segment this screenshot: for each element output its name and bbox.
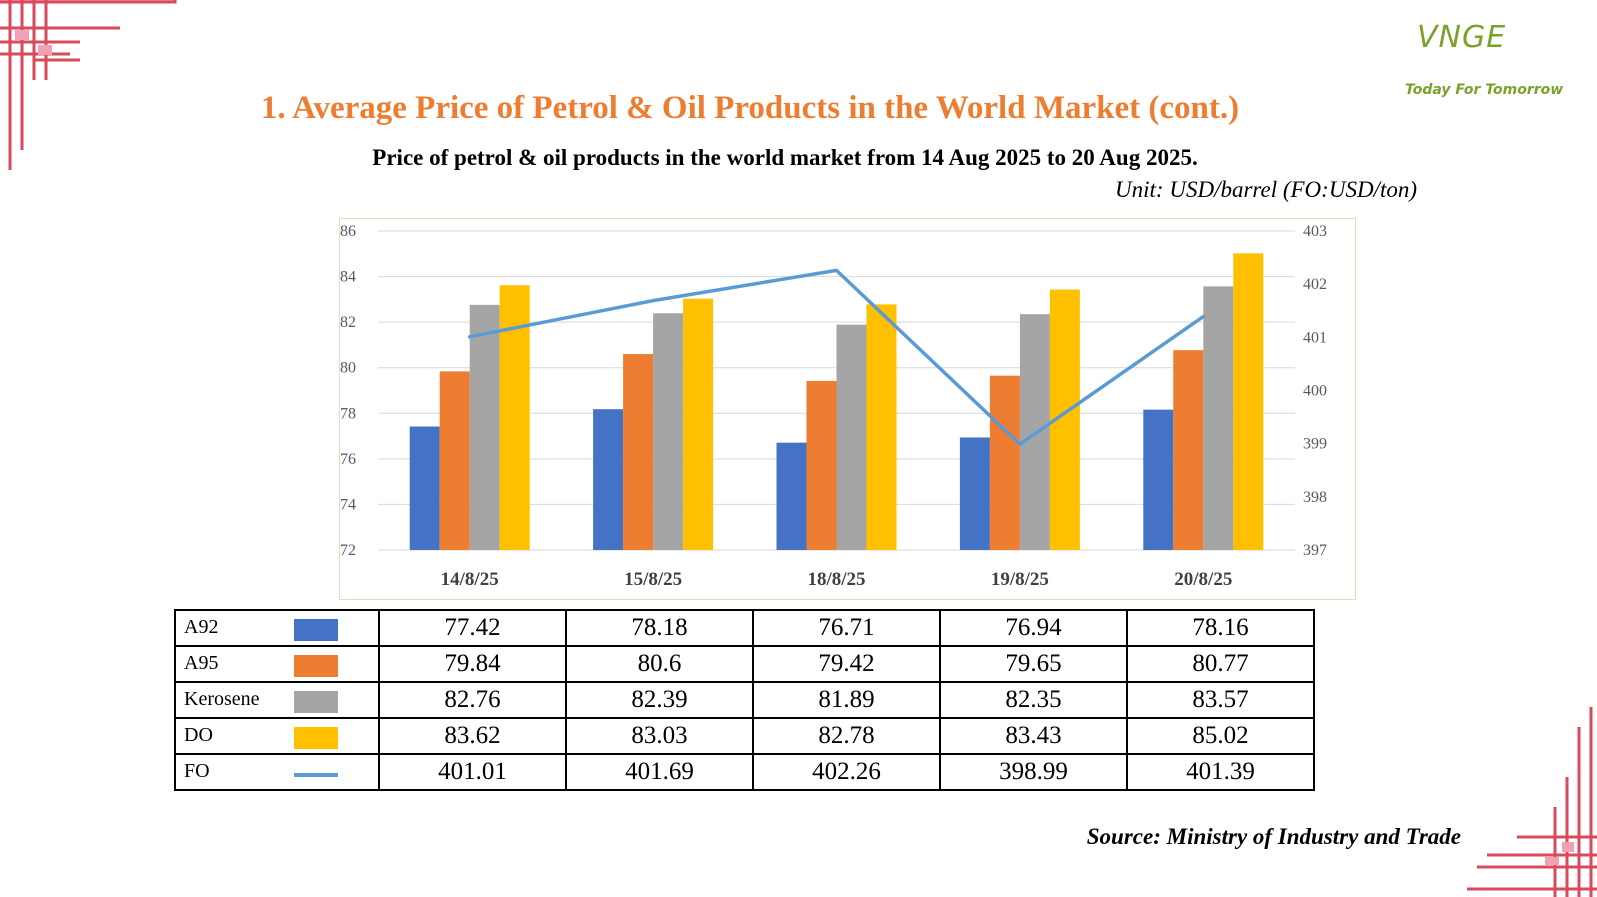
y-left-tick-label: 72	[340, 542, 356, 559]
table-cell: 82.35	[939, 681, 1128, 719]
x-category-label: 19/8/25	[991, 569, 1049, 590]
bar-a92-1	[593, 409, 624, 550]
bar-do-1	[683, 298, 714, 550]
y-left-tick-label: 80	[340, 360, 356, 377]
table-row: A95 79.84 80.6 79.42 79.65 80.77	[174, 645, 1315, 683]
series-label-cell: A92	[174, 609, 380, 647]
legend-swatch	[294, 773, 338, 777]
page-title: 1. Average Price of Petrol & Oil Product…	[260, 90, 1240, 126]
data-table: A92 77.42 78.18 76.71 76.94 78.16 A95 79.84 80.6…	[174, 609, 1315, 791]
table-cell: 80.6	[565, 645, 754, 683]
bar-a92-4	[1143, 409, 1174, 550]
table-cell: 401.69	[565, 753, 754, 791]
bar-kerosene-1	[653, 313, 684, 550]
corner-ornament-top-left	[0, 0, 177, 170]
series-label: DO	[184, 724, 213, 746]
table-cell: 82.39	[565, 681, 754, 719]
bar-kerosene-2	[836, 324, 867, 550]
table-cell: 83.03	[565, 717, 754, 755]
line-fo	[467, 268, 1206, 446]
bar-a92-2	[776, 442, 807, 550]
series-label-cell: FO	[174, 753, 380, 791]
table-cell: 83.62	[378, 717, 567, 755]
table-cell: 401.39	[1126, 753, 1315, 791]
table-cell: 85.02	[1126, 717, 1315, 755]
series-label-cell: DO	[174, 717, 380, 755]
y-right-tick-label: 400	[1303, 383, 1327, 400]
y-right-tick-label: 397	[1303, 542, 1327, 559]
table-row: DO 83.62 83.03 82.78 83.43 85.02	[174, 717, 1315, 755]
bar-a92-0	[409, 426, 440, 550]
y-left-tick-label: 84	[340, 269, 356, 286]
table-cell: 79.65	[939, 645, 1128, 683]
y-left-tick-label: 76	[340, 451, 356, 468]
table-cell: 79.42	[752, 645, 941, 683]
x-category-label: 20/8/25	[1174, 569, 1232, 590]
series-label: Kerosene	[184, 688, 260, 710]
table-cell: 79.84	[378, 645, 567, 683]
x-category-label: 15/8/25	[624, 569, 682, 590]
bar-a92-3	[959, 437, 990, 550]
y-left-tick-label: 78	[340, 405, 356, 422]
bar-a95-1	[623, 354, 654, 550]
y-left-tick-label: 86	[340, 223, 356, 240]
table-cell: 76.71	[752, 609, 941, 647]
source-note: Source: Ministry of Industry and Trade	[1086, 824, 1461, 849]
table-cell: 401.01	[378, 753, 567, 791]
y-right-tick-label: 403	[1303, 223, 1327, 240]
x-category-label: 14/8/25	[441, 569, 499, 590]
table-cell: 402.26	[752, 753, 941, 791]
logo-tagline: Today For Tomorrow	[1405, 82, 1564, 98]
y-left-tick-label: 82	[340, 314, 356, 331]
chart-area: 72 74 76 78 80 82 84 86 397 398 399 400 401 402 403 14/…	[339, 218, 1356, 600]
x-category-label: 18/8/25	[807, 569, 865, 590]
table-cell: 82.78	[752, 717, 941, 755]
legend-swatch	[294, 691, 338, 713]
y-left-tick-label: 74	[340, 496, 356, 513]
combo-chart: 72 74 76 78 80 82 84 86 397 398 399 400 401 402 403 14/…	[340, 223, 1327, 590]
series-label: FO	[184, 760, 210, 782]
table-row: Kerosene 82.76 82.39 81.89 82.35 83.57	[174, 681, 1315, 719]
bar-a95-2	[806, 380, 837, 550]
series-label: A92	[184, 616, 219, 638]
series-label-cell: Kerosene	[174, 681, 380, 719]
bar-do-2	[866, 304, 897, 550]
y-right-tick-label: 399	[1303, 436, 1327, 453]
bar-kerosene-4	[1203, 286, 1234, 550]
logo-mark: VNGE	[1417, 20, 1507, 55]
legend-swatch	[294, 655, 338, 677]
y-right-tick-label: 398	[1303, 489, 1327, 506]
bar-do-4	[1233, 253, 1264, 550]
table-cell: 81.89	[752, 681, 941, 719]
bar-kerosene-0	[469, 304, 500, 550]
series-label-cell: A95	[174, 645, 380, 683]
bar-a95-0	[439, 371, 470, 550]
bar-a95-4	[1173, 350, 1204, 550]
y-right-tick-label: 401	[1303, 329, 1327, 346]
table-cell: 83.57	[1126, 681, 1315, 719]
table-cell: 82.76	[378, 681, 567, 719]
table-cell: 77.42	[378, 609, 567, 647]
logo: VNGE Today For Tomorrow	[1405, 20, 1575, 110]
corner-ornament-bottom-right	[1467, 707, 1597, 897]
chart-subtitle: Price of petrol & oil products in the wo…	[372, 145, 1198, 170]
table-cell: 78.16	[1126, 609, 1315, 647]
table-cell: 78.18	[565, 609, 754, 647]
series-label: A95	[184, 652, 219, 674]
table-cell: 76.94	[939, 609, 1128, 647]
table-cell: 83.43	[939, 717, 1128, 755]
table-cell: 80.77	[1126, 645, 1315, 683]
y-right-tick-label: 402	[1303, 276, 1327, 293]
table-row: FO 401.01 401.69 402.26 398.99 401.39	[174, 753, 1315, 791]
table-row: A92 77.42 78.18 76.71 76.94 78.16	[174, 609, 1315, 647]
legend-swatch	[294, 619, 338, 641]
unit-label: Unit: USD/barrel (FO:USD/ton)	[1115, 177, 1417, 202]
table-cell: 398.99	[939, 753, 1128, 791]
bar-a95-3	[989, 375, 1020, 550]
legend-swatch	[294, 727, 338, 749]
